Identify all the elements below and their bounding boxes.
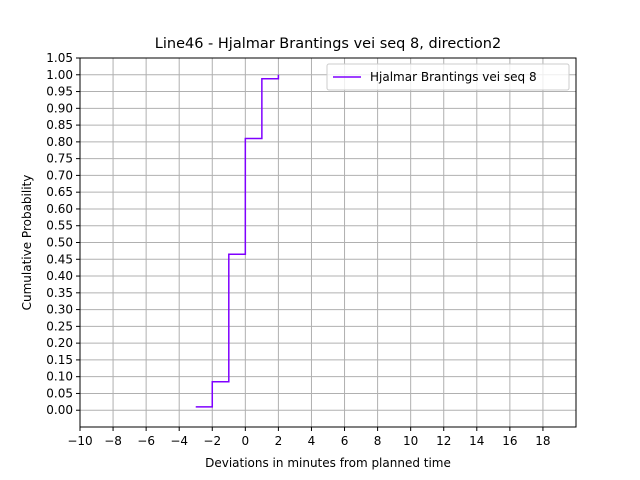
y-axis-title: Cumulative Probability <box>20 175 34 311</box>
x-tick-label: 0 <box>242 434 250 448</box>
y-axis-ticks: 0.00 0.05 0.10 0.15 0.20 0.25 0.30 0.35 0.40 0.45… <box>46 51 80 417</box>
x-tick-label: −8 <box>104 434 122 448</box>
y-tick-label: 0.05 <box>46 386 73 400</box>
y-tick-label: 0.75 <box>46 152 73 166</box>
x-tick-label: 14 <box>469 434 484 448</box>
x-tick-label: 18 <box>535 434 550 448</box>
y-tick-label: 0.40 <box>46 269 73 283</box>
y-tick-label: 0.70 <box>46 168 73 182</box>
x-tick-label: −10 <box>67 434 92 448</box>
y-tick-label: 1.05 <box>46 51 73 65</box>
y-tick-label: 0.60 <box>46 202 73 216</box>
legend-label: Hjalmar Brantings vei seq 8 <box>370 70 537 84</box>
x-tick-label: 8 <box>374 434 382 448</box>
y-tick-label: 0.55 <box>46 219 73 233</box>
y-tick-label: 0.85 <box>46 118 73 132</box>
legend: Hjalmar Brantings vei seq 8 <box>326 63 570 91</box>
series-layer <box>195 74 280 408</box>
x-tick-label: 6 <box>341 434 349 448</box>
y-tick-label: 0.95 <box>46 85 73 99</box>
x-axis-title: Deviations in minutes from planned time <box>205 456 451 470</box>
y-tick-label: 1.00 <box>46 68 73 82</box>
y-tick-label: 0.45 <box>46 252 73 266</box>
y-tick-label: 0.90 <box>46 101 73 115</box>
x-tick-label: −4 <box>170 434 188 448</box>
x-tick-label: 12 <box>436 434 451 448</box>
y-tick-label: 0.20 <box>46 336 73 350</box>
x-tick-label: −2 <box>203 434 221 448</box>
y-tick-label: 0.15 <box>46 353 73 367</box>
y-tick-label: 0.80 <box>46 135 73 149</box>
y-tick-label: 0.50 <box>46 236 73 250</box>
series-line <box>195 74 280 408</box>
x-tick-label: 16 <box>502 434 517 448</box>
x-tick-label: −6 <box>137 434 155 448</box>
y-tick-label: 0.30 <box>46 303 73 317</box>
y-tick-label: 0.65 <box>46 185 73 199</box>
chart-title: Line46 - Hjalmar Brantings vei seq 8, di… <box>155 36 501 52</box>
legend-box <box>326 63 570 91</box>
y-tick-label: 0.25 <box>46 319 73 333</box>
x-tick-label: 2 <box>275 434 283 448</box>
x-tick-label: 4 <box>308 434 316 448</box>
y-tick-label: 0.10 <box>46 370 73 384</box>
y-tick-label: 0.00 <box>46 403 73 417</box>
x-tick-label: 10 <box>403 434 418 448</box>
x-axis-ticks: −10 −8 −6 −4 −2 0 2 4 6 8 10 12 14 16 18 <box>67 427 551 448</box>
y-tick-label: 0.35 <box>46 286 73 300</box>
